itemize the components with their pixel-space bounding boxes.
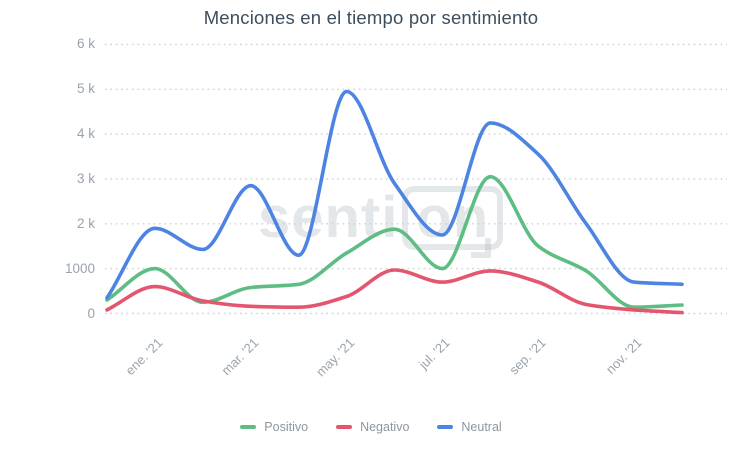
legend-label: Positivo (264, 420, 309, 434)
y-tick-label: 0 (87, 305, 95, 321)
y-tick-label: 1000 (64, 260, 95, 276)
legend-item-positivo[interactable]: Positivo (240, 420, 308, 434)
series-line-neutral[interactable] (105, 89, 684, 300)
y-tick-label: 3 k (76, 170, 95, 186)
legend-label: Neutral (461, 420, 502, 434)
watermark-text: senti (258, 185, 399, 250)
watermark: senti on (258, 185, 504, 258)
y-tick-label: 2 k (76, 215, 95, 231)
legend-marker-neutral (437, 425, 454, 429)
legend-label: Negativo (360, 420, 410, 434)
y-tick-label: 4 k (76, 126, 95, 142)
legend-item-neutral[interactable]: Neutral (437, 420, 502, 434)
y-tick-label: 5 k (76, 81, 95, 97)
y-tick-label: 6 k (76, 36, 95, 52)
series-line-positivo[interactable] (105, 174, 684, 309)
legend-marker-negativo (336, 425, 353, 429)
legend: Positivo Negativo Neutral (0, 420, 742, 434)
legend-marker-positivo (240, 425, 257, 429)
series-line-negativo[interactable] (105, 268, 684, 315)
chart-title: Menciones en el tiempo por sentimiento (203, 7, 539, 28)
legend-item-negativo[interactable]: Negativo (336, 420, 409, 434)
